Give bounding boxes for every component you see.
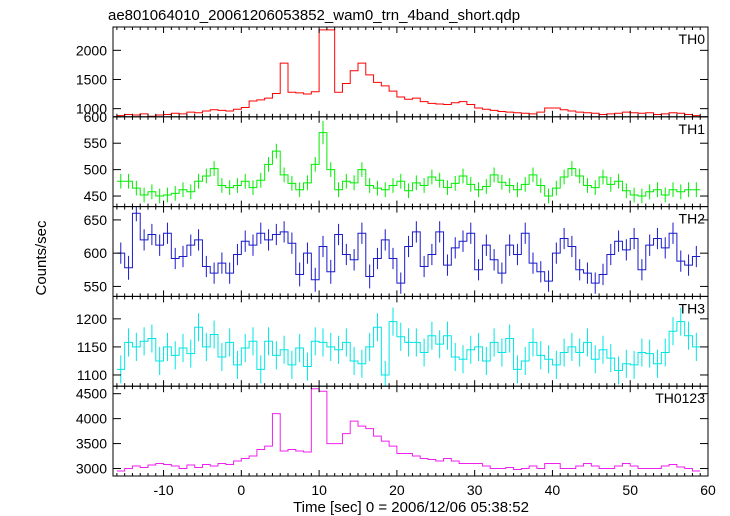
panel-th2: 550 600 650 TH2: [84, 206, 709, 297]
y-tick-label: 650: [84, 212, 108, 228]
y-tick-label: 500: [84, 162, 108, 178]
panel-frame: [112, 385, 709, 477]
series-line-th3: [116, 321, 701, 376]
x-tick-label: 60: [700, 482, 716, 498]
y-tick-label: 1100: [77, 367, 107, 383]
y-tick-label: 4500: [76, 386, 107, 402]
y-tick-label: 600: [84, 109, 108, 125]
y-tick-label: 3500: [76, 436, 107, 452]
panel-label-th1: TH1: [679, 121, 706, 137]
panel-label-th2: TH2: [679, 211, 706, 227]
x-tick-labels: -10 0 10 20 30 40 50 60: [153, 482, 716, 498]
panel-label-th0123: TH0123: [655, 390, 705, 406]
x-tick-label: 0: [237, 482, 245, 498]
y-axis-label: Counts/sec: [33, 220, 50, 296]
panel-th1: 450 500 550 600 TH1: [84, 109, 709, 208]
panel-label-th3: TH3: [679, 300, 706, 316]
y-tick-label: 550: [84, 278, 108, 294]
y-tick-label: 2000: [76, 42, 107, 58]
panel-frame: [112, 116, 709, 208]
y-tick-label: 3000: [76, 461, 107, 477]
y-tick-label: 1200: [76, 311, 107, 327]
x-tick-label: 50: [622, 482, 638, 498]
x-tick-label: 10: [311, 482, 327, 498]
series-line-th0: [116, 29, 701, 117]
series-th1: [116, 121, 701, 204]
panel-th3: 1100 1150 1200 TH3: [76, 295, 709, 387]
y-tick-label: 600: [84, 245, 108, 261]
panel-frame: [112, 26, 709, 118]
y-tick-label: 1150: [77, 339, 107, 355]
panel-th0123: 3000 3500 4000 4500 TH0123: [76, 385, 709, 477]
y-tick-label: 1000: [76, 101, 107, 117]
series-th0123: [116, 388, 701, 472]
series-th2: [116, 206, 701, 294]
y-tick-label: 4000: [76, 411, 107, 427]
series-line-th2: [116, 212, 701, 284]
series-th0: [116, 29, 701, 117]
y-tick-label: 450: [84, 188, 108, 204]
series-th3: [116, 307, 701, 387]
series-line-th0123: [116, 388, 701, 472]
x-tick-label: -10: [153, 482, 173, 498]
panel-th0: 1000 1500 2000 TH0: [76, 26, 709, 118]
x-axis-label: Time [sec] 0 = 2006/12/06 05:38:52: [293, 499, 529, 516]
y-tick-label: 550: [84, 135, 108, 151]
panel-label-th0: TH0: [679, 31, 706, 47]
x-tick-label: 30: [467, 482, 483, 498]
x-tick-label: 20: [389, 482, 405, 498]
x-tick-label: 40: [545, 482, 561, 498]
series-line-th1: [116, 132, 701, 197]
chart-title: ae801064010_20061206053852_wam0_trn_4ban…: [108, 7, 520, 24]
y-tick-label: 1500: [76, 71, 107, 87]
